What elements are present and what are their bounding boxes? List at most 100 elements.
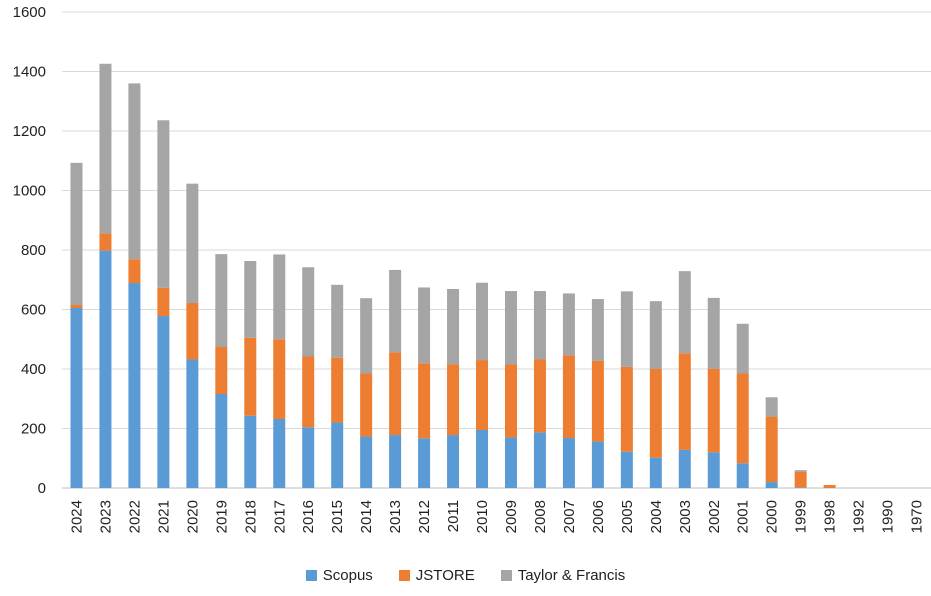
bar-segment-jstore-2024 [70,305,83,309]
x-tick-label: 1992 [851,500,868,533]
bar-segment-jstore-2002 [707,368,720,453]
x-tick-label: 2010 [474,500,491,533]
bar-segment-taylor-francis-2022 [128,83,141,260]
x-tick-label: 2015 [329,500,346,533]
bar-segment-scopus-2007 [562,438,575,488]
legend-swatch-jstore [398,570,410,581]
bar-segment-jstore-2014 [360,373,373,437]
bar-segment-taylor-francis-2011 [447,288,460,365]
bar-segment-scopus-2022 [128,283,141,488]
bar-segment-jstore-2015 [331,357,344,423]
bar-segment-jstore-2010 [476,360,489,430]
bar-segment-scopus-2002 [707,452,720,488]
legend-label-scopus: Scopus [322,567,373,584]
legend-item-jstore: JSTORE [398,567,475,584]
x-tick-label: 1970 [909,500,926,533]
x-tick-label: 2013 [387,500,404,533]
bar-segment-scopus-2008 [533,432,546,488]
bar-segment-scopus-2009 [504,437,517,488]
bar-segment-taylor-francis-2008 [533,291,546,360]
x-tick-label: 2016 [300,500,317,533]
bar-segment-taylor-francis-2004 [649,301,662,369]
bar-segment-taylor-francis-2020 [186,183,199,303]
bar-segment-jstore-2004 [649,369,662,458]
bar-segment-taylor-francis-2002 [707,297,720,369]
x-tick-label: 2001 [735,500,752,533]
bar-segment-scopus-1999 [794,487,807,488]
x-axis-tick-labels: 2024 2023 2022 2021 2020 2019 2018 2017 2016 2015… [68,500,925,533]
bar-segment-taylor-francis-2003 [678,271,691,354]
bar-segment-scopus-2017 [273,418,286,488]
bar-segment-taylor-francis-2012 [418,287,431,364]
y-tick-label: 600 [21,302,46,319]
bar-segment-jstore-2021 [157,287,170,317]
x-tick-label: 2019 [213,500,230,533]
bar-segment-scopus-2016 [302,427,315,488]
legend-label-taylor-francis: Taylor & Francis [517,567,626,584]
bar-segment-jstore-2016 [302,356,315,428]
bar-segment-jstore-2007 [562,355,575,439]
bar-segment-jstore-2008 [533,359,546,433]
x-tick-label: 2004 [648,500,665,533]
x-tick-label: 2023 [97,500,114,533]
bar-segment-taylor-francis-2005 [620,291,633,367]
bar-segment-taylor-francis-2024 [70,162,83,306]
bar-segment-taylor-francis-2018 [244,261,257,338]
bar-segment-jstore-2019 [215,346,228,394]
bar-segment-taylor-francis-2023 [99,63,112,234]
bar-segment-scopus-2001 [736,463,749,488]
bar-segment-jstore-1998 [823,485,836,488]
bar-segment-taylor-francis-2013 [389,269,402,353]
bar-segment-jstore-2001 [736,373,749,464]
bars [70,63,836,488]
y-tick-label: 0 [38,480,46,497]
bar-segment-scopus-2019 [215,393,228,488]
bar-segment-scopus-2020 [186,359,199,488]
bar-segment-jstore-2006 [591,360,604,442]
bar-segment-taylor-francis-2015 [331,284,344,358]
y-tick-label: 400 [21,361,46,378]
x-tick-label: 2008 [532,500,549,533]
bar-segment-jstore-2009 [504,364,517,438]
x-tick-label: 2009 [503,500,520,533]
bar-segment-scopus-2000 [765,482,778,488]
x-tick-label: 1999 [793,500,810,533]
bar-segment-jstore-2020 [186,302,199,360]
bar-segment-taylor-francis-2006 [591,299,604,361]
bar-segment-scopus-2015 [331,422,344,488]
bar-segment-jstore-2011 [447,364,460,436]
bar-segment-scopus-2004 [649,457,662,488]
x-tick-label: 1990 [880,500,897,533]
legend: Scopus JSTORE Taylor & Francis [0,567,931,584]
bar-segment-scopus-2013 [389,435,402,488]
bar-segment-jstore-2022 [128,259,141,284]
x-tick-label: 2003 [677,500,694,533]
x-tick-label: 2020 [184,500,201,533]
bar-segment-jstore-1999 [794,471,807,488]
bar-segment-jstore-2003 [678,353,691,450]
x-tick-label: 1998 [822,500,839,533]
bar-segment-taylor-francis-2007 [562,293,575,356]
bar-segment-taylor-francis-2010 [476,282,489,361]
x-tick-label: 2018 [242,500,259,533]
bar-segment-jstore-2005 [620,366,633,452]
legend-swatch-scopus [305,570,317,581]
x-tick-label: 2000 [764,500,781,533]
bar-segment-taylor-francis-1999 [794,470,807,472]
x-tick-label: 2005 [619,500,636,533]
bar-segment-scopus-2005 [620,451,633,488]
bar-segment-scopus-2014 [360,436,373,488]
bar-segment-jstore-2012 [418,363,431,439]
x-tick-label: 2012 [416,500,433,533]
x-tick-label: 2022 [126,500,143,533]
bar-segment-taylor-francis-2016 [302,267,315,357]
bar-segment-jstore-2013 [389,352,402,436]
y-axis-tick-labels: 0 200 400 600 800 1000 1200 1400 1600 [13,4,46,497]
gridlines [62,11,931,489]
y-tick-label: 800 [21,242,46,259]
legend-item-scopus: Scopus [305,567,373,584]
legend-swatch-taylor-francis [500,570,512,581]
x-tick-label: 2014 [358,500,375,533]
